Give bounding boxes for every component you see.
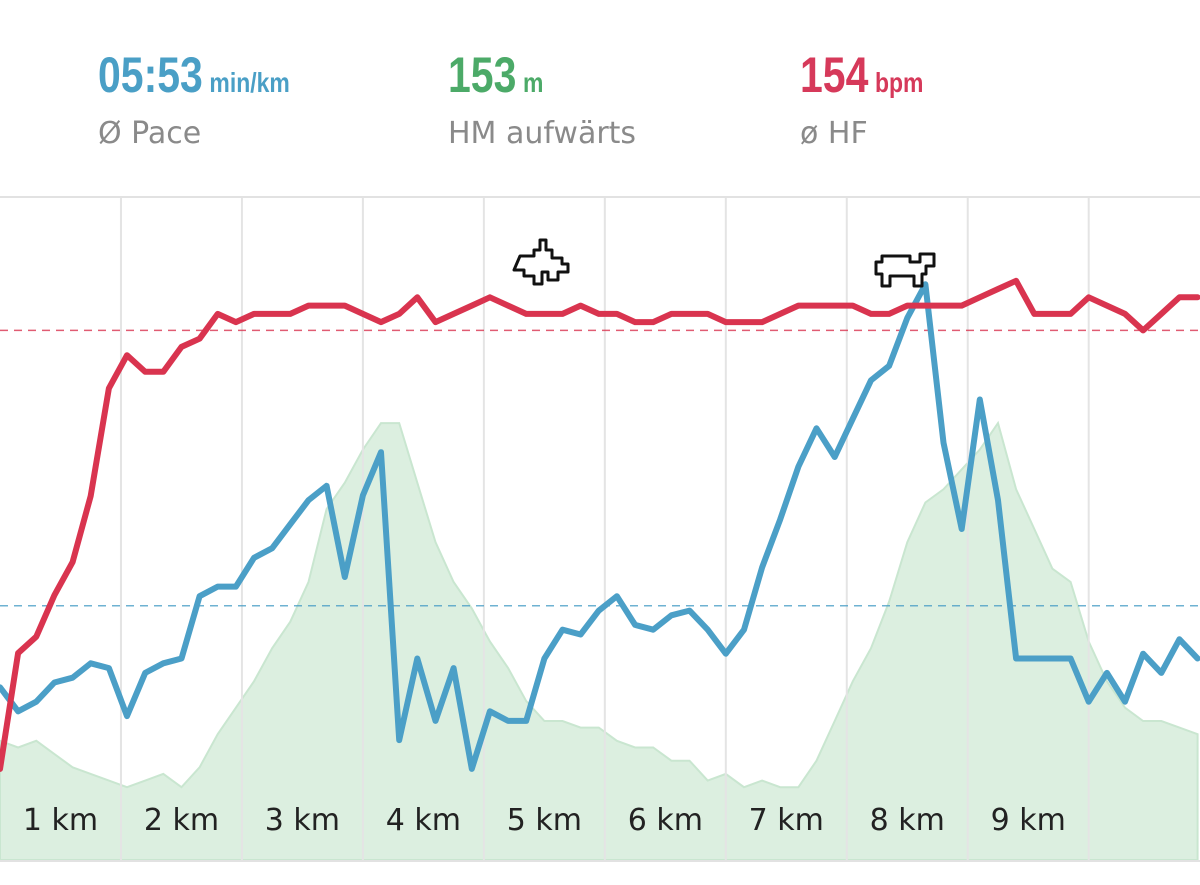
x-tick-label: 7 km [749,803,824,838]
x-tick-label: 8 km [870,803,945,838]
stat-unit: bpm [875,68,923,99]
stat: 154 bpm [800,47,923,103]
stat-label: HM aufwärts [448,116,636,151]
x-tick-label: 6 km [628,803,703,838]
chart: 1 km 2 km 3 km 4 km 5 km 6 km 7 km 8 km 9 km [0,198,1200,862]
x-tick-label: 1 km [23,803,98,838]
x-tick-label: 9 km [991,803,1066,838]
stat-value: 154 [800,47,869,103]
elevation-area [0,420,1199,861]
stat-label: Ø Pace [98,116,201,151]
stat-label: ø HF [800,116,868,151]
x-tick-label: 2 km [144,803,219,838]
series-line [0,281,1200,772]
stat-value: 05:53 [98,47,203,103]
stat-unit: min/km [209,68,289,99]
x-tick-label: 3 km [265,803,340,838]
stat: 05:53 min/km [98,47,290,103]
stat-value: 153 [448,47,516,103]
x-tick-label: 5 km [507,803,582,838]
rabbit-icon [512,238,570,286]
series-line [0,277,1200,772]
turtle-icon [874,252,936,288]
x-tick-label: 4 km [386,803,461,838]
stat: 153 m [448,47,543,103]
stat-unit: m [523,68,543,99]
